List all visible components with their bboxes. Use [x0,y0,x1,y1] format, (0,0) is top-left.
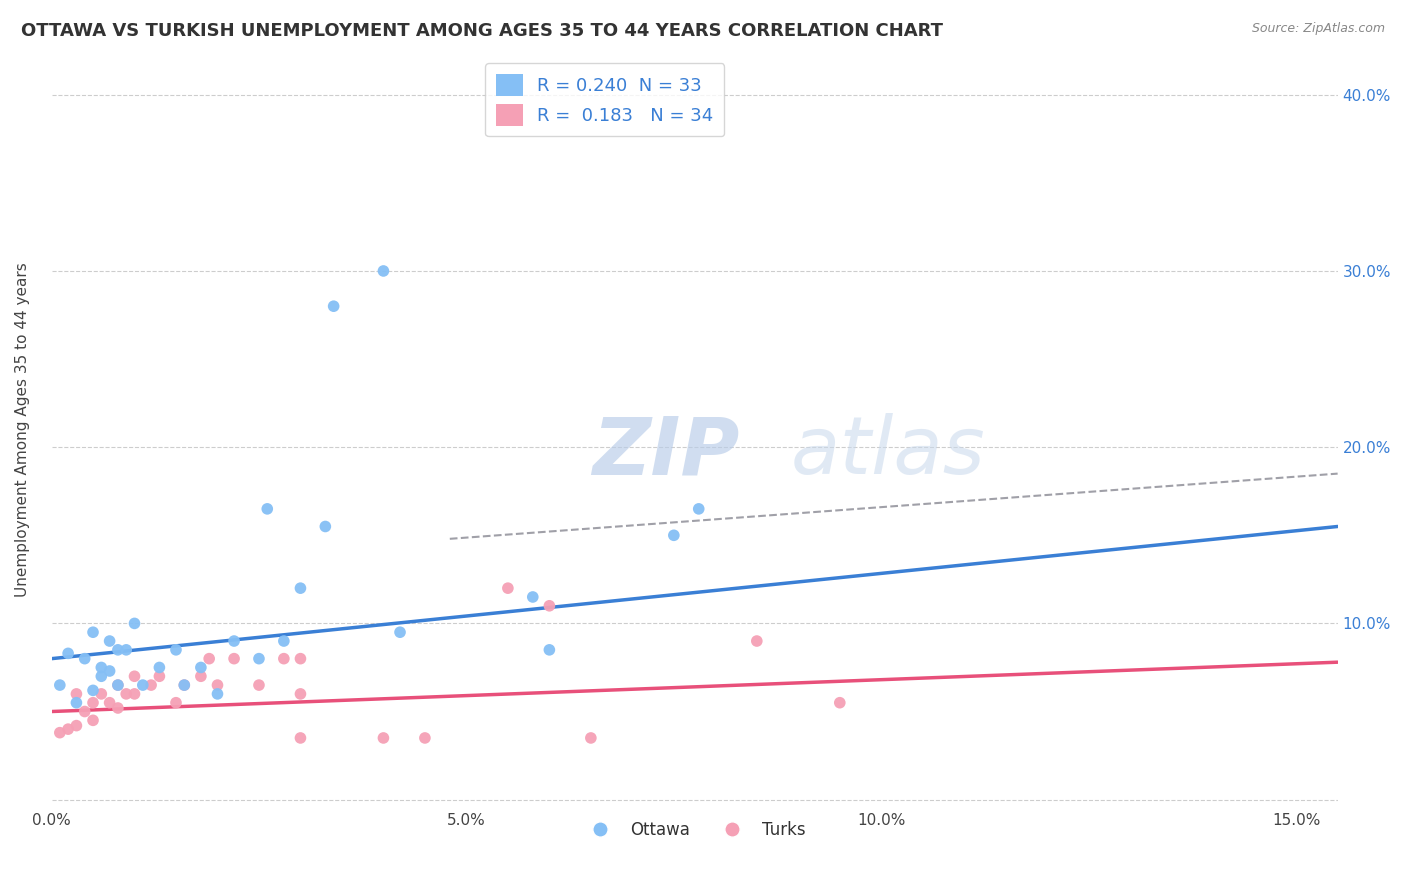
Point [190,669,212,683]
Point [82,714,104,728]
Point [207,687,229,701]
Y-axis label: Unemployment Among Ages 35 to 44 years: Unemployment Among Ages 35 to 44 years [15,262,30,597]
Point [828,696,851,710]
Point [389,625,412,640]
Point [538,643,561,657]
Point [373,731,395,745]
Text: atlas: atlas [792,413,986,491]
Point [65,718,87,732]
Point [207,678,229,692]
Point [98,634,121,648]
Point [49,678,72,692]
Point [107,643,129,657]
Point [65,687,87,701]
Point [190,660,212,674]
Point [256,501,278,516]
Point [173,678,195,692]
Point [56,646,79,660]
Point [522,590,544,604]
Point [107,678,129,692]
Point [73,705,96,719]
Point [82,683,104,698]
Point [273,634,295,648]
Point [165,696,187,710]
Point [139,678,162,692]
Point [124,616,146,631]
Point [107,701,129,715]
Point [247,678,270,692]
Point [115,687,138,701]
Point [90,669,112,683]
Point [413,731,436,745]
Point [290,687,312,701]
Point [56,722,79,736]
Point [82,696,104,710]
Point [107,678,129,692]
Point [73,651,96,665]
Point [222,651,245,665]
Point [124,669,146,683]
Point [290,581,312,595]
Point [148,660,170,674]
Point [173,678,195,692]
Point [49,725,72,739]
Point [662,528,685,542]
Point [322,299,344,313]
Point [165,643,187,657]
Point [688,501,710,516]
Point [745,634,768,648]
Point [115,643,138,657]
Point [273,651,295,665]
Point [148,669,170,683]
Point [290,651,312,665]
Text: OTTAWA VS TURKISH UNEMPLOYMENT AMONG AGES 35 TO 44 YEARS CORRELATION CHART: OTTAWA VS TURKISH UNEMPLOYMENT AMONG AGE… [21,22,943,40]
Point [65,696,87,710]
Point [538,599,561,613]
Point [82,625,104,640]
Point [247,651,270,665]
Point [314,519,336,533]
Legend: Ottawa, Turks: Ottawa, Turks [576,814,813,846]
Point [579,731,602,745]
Text: Source: ZipAtlas.com: Source: ZipAtlas.com [1251,22,1385,36]
Point [98,664,121,678]
Point [98,696,121,710]
Point [132,678,155,692]
Point [222,634,245,648]
Point [198,651,221,665]
Point [90,660,112,674]
Point [496,581,519,595]
Point [373,264,395,278]
Point [90,687,112,701]
Point [290,731,312,745]
Text: ZIP: ZIP [592,413,740,491]
Point [124,687,146,701]
